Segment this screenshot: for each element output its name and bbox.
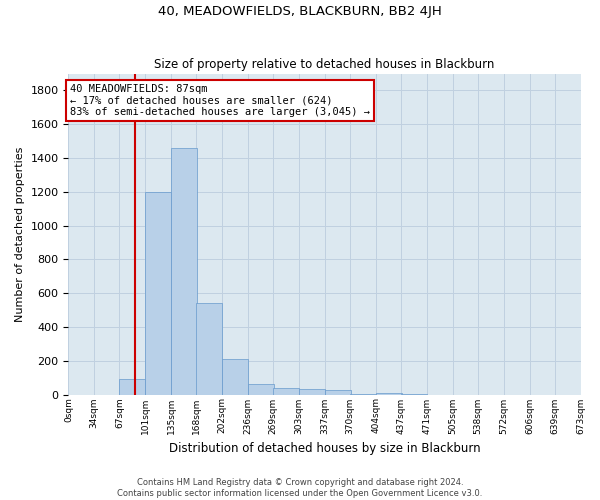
Text: Contains HM Land Registry data © Crown copyright and database right 2024.
Contai: Contains HM Land Registry data © Crown c… xyxy=(118,478,482,498)
Bar xyxy=(325,390,351,394)
Bar xyxy=(196,304,222,394)
Y-axis label: Number of detached properties: Number of detached properties xyxy=(15,146,25,322)
Bar xyxy=(376,393,401,394)
Title: Size of property relative to detached houses in Blackburn: Size of property relative to detached ho… xyxy=(154,58,494,71)
Bar xyxy=(222,359,248,394)
X-axis label: Distribution of detached houses by size in Blackburn: Distribution of detached houses by size … xyxy=(169,442,480,455)
Text: 40 MEADOWFIELDS: 87sqm
← 17% of detached houses are smaller (624)
83% of semi-de: 40 MEADOWFIELDS: 87sqm ← 17% of detached… xyxy=(70,84,370,117)
Bar xyxy=(171,148,197,394)
Bar xyxy=(119,380,145,394)
Bar xyxy=(248,384,274,394)
Text: 40, MEADOWFIELDS, BLACKBURN, BB2 4JH: 40, MEADOWFIELDS, BLACKBURN, BB2 4JH xyxy=(158,5,442,18)
Bar xyxy=(145,192,171,394)
Bar xyxy=(273,388,299,394)
Bar xyxy=(299,390,325,394)
